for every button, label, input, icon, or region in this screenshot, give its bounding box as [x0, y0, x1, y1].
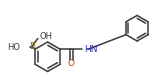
Text: OH: OH: [40, 32, 53, 41]
Text: HO: HO: [7, 43, 20, 52]
Text: O: O: [68, 59, 75, 68]
Text: B: B: [29, 42, 35, 51]
Text: HN: HN: [84, 45, 98, 54]
